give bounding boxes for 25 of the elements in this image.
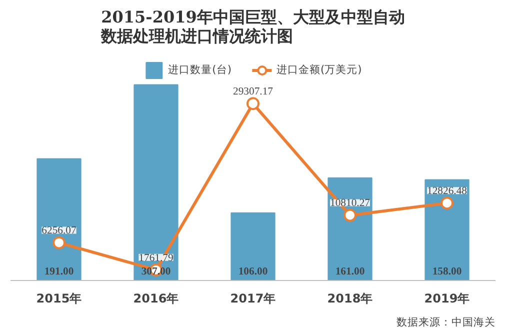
- data-label: 161.00: [335, 266, 365, 278]
- legend-label: 进口数量(台): [168, 63, 232, 77]
- data-label: 106.00: [238, 266, 268, 278]
- legend-label: 进口金额(万美元): [276, 63, 362, 77]
- x-tick-label: 2016年: [133, 292, 179, 306]
- data-label: 29307.17: [233, 86, 274, 98]
- chart-title: 2015-2019年中国巨型、大型及中型自动数据处理机进口情况统计图: [100, 8, 405, 46]
- x-tick-label: 2019年: [424, 292, 470, 306]
- data-label: 158.00: [432, 266, 462, 278]
- bar: [328, 177, 372, 280]
- point: [440, 196, 454, 210]
- bar: [36, 158, 82, 280]
- point: [344, 208, 356, 222]
- x-tick-label: 2015年: [36, 292, 82, 306]
- source-note: 数据来源：中国海关: [396, 316, 496, 328]
- data-label: 6256.07: [42, 226, 77, 237]
- data-label: 191.00: [44, 266, 74, 278]
- point: [246, 97, 260, 110]
- bar: [424, 179, 470, 280]
- x-tick-label: 2017年: [230, 292, 276, 306]
- bar: [230, 212, 276, 280]
- bar: [134, 84, 178, 280]
- point: [52, 236, 66, 250]
- x-tick-label: 2018年: [327, 292, 373, 306]
- data-label: 10810.27: [330, 198, 371, 210]
